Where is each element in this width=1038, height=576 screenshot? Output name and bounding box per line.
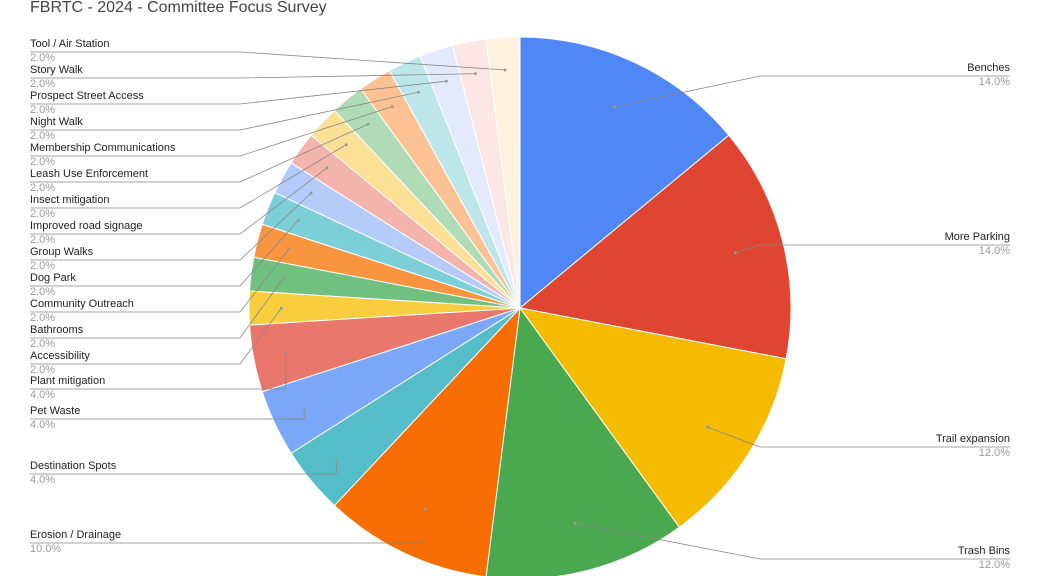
slice-label: Group Walks <box>30 246 94 258</box>
leader-dot <box>281 276 285 280</box>
slice-value-label: 2.0% <box>30 260 55 272</box>
slice-label: Membership Communications <box>30 142 176 154</box>
leader-line <box>30 123 369 183</box>
slice-value-label: 2.0% <box>30 182 55 194</box>
slice-value-label: 2.0% <box>30 104 55 116</box>
pie-slice <box>519 36 730 310</box>
slice-label: Tool / Air Station <box>30 38 110 50</box>
slice-value-label: 4.0% <box>30 389 55 401</box>
leader-line <box>30 509 426 544</box>
slice-label: Trail expansion <box>936 433 1010 445</box>
leader-line <box>30 73 476 79</box>
leader-line <box>30 167 328 235</box>
slice-value-label: 2.0% <box>30 156 55 168</box>
slice-value-label: 2.0% <box>30 286 55 298</box>
slice-label: Bathrooms <box>30 324 84 336</box>
leader-line <box>30 219 299 287</box>
slice-value-label: 2.0% <box>30 364 55 376</box>
leader-dot <box>706 425 710 429</box>
slice-label: Erosion / Drainage <box>30 529 121 541</box>
slice-value-label: 2.0% <box>30 338 55 350</box>
slice-value-label: 2.0% <box>30 312 55 324</box>
slice-label: Accessibility <box>30 350 90 362</box>
pie-slice <box>485 36 521 309</box>
leader-dot <box>302 408 306 412</box>
leader-line <box>707 426 1010 448</box>
slice-value-label: 14.0% <box>979 245 1010 257</box>
leaders <box>30 51 1010 560</box>
pie-slice <box>333 306 521 576</box>
slice-value-label: 2.0% <box>30 78 55 90</box>
pie-slice <box>518 134 792 360</box>
leader-dot <box>444 79 448 83</box>
leader-dot <box>344 143 348 147</box>
leader-dot <box>416 90 420 94</box>
chart-title: FBRTC - 2024 - Committee Focus Survey <box>30 0 327 16</box>
leader-dot <box>280 306 284 310</box>
slice-label: Community Outreach <box>30 298 134 310</box>
leader-line <box>30 91 419 131</box>
slice-label: Pet Waste <box>30 405 80 417</box>
leader-dot <box>573 521 577 525</box>
leader-line <box>735 244 1010 254</box>
slice-label: Insect mitigation <box>30 194 109 206</box>
leader-line <box>30 80 447 105</box>
leader-dot <box>390 105 394 109</box>
leader-line <box>30 51 506 71</box>
leader-dot <box>503 68 507 72</box>
slice-label: Dog Park <box>30 272 76 284</box>
slice-label: Trash Bins <box>958 545 1011 557</box>
slice-label: Improved road signage <box>30 220 143 232</box>
slice-label: More Parking <box>945 231 1010 243</box>
slice-label: Leash Use Enforcement <box>30 168 148 180</box>
leader-dot <box>423 507 427 511</box>
leader-dot <box>309 191 313 195</box>
slice-label: Prospect Street Access <box>30 90 144 102</box>
slice-label: Benches <box>967 62 1010 74</box>
leader-line <box>30 106 393 157</box>
leader-line <box>30 144 347 209</box>
leader-dot <box>366 122 370 126</box>
slice-value-label: 14.0% <box>979 76 1010 88</box>
leader-dot <box>287 247 291 251</box>
slice-label: Plant mitigation <box>30 375 105 387</box>
slice-value-label: 4.0% <box>30 419 55 431</box>
slice-value-label: 2.0% <box>30 234 55 246</box>
leader-dot <box>284 351 288 355</box>
slice-value-label: 2.0% <box>30 52 55 64</box>
slice-value-label: 2.0% <box>30 208 55 220</box>
slice-value-label: 10.0% <box>30 543 61 555</box>
leader-dot <box>334 458 338 462</box>
leader-line <box>30 409 305 420</box>
leader-dot <box>733 251 737 255</box>
pie-slice <box>485 306 680 576</box>
leader-line <box>30 248 290 313</box>
slice-value-label: 4.0% <box>30 474 55 486</box>
leader-line <box>30 460 337 475</box>
leader-line <box>575 522 1010 560</box>
leader-line <box>30 192 312 261</box>
leader-line <box>614 75 1010 108</box>
leader-dot <box>613 105 617 109</box>
slices <box>248 36 792 576</box>
pie-slice <box>518 307 787 528</box>
leader-dot <box>325 166 329 170</box>
slice-value-label: 2.0% <box>30 130 55 142</box>
leader-dot <box>296 218 300 222</box>
slice-value-label: 12.0% <box>979 559 1010 571</box>
slice-label: Night Walk <box>30 116 83 128</box>
slice-label: Destination Spots <box>30 460 117 472</box>
slice-label: Story Walk <box>30 64 83 76</box>
leader-line <box>30 352 287 390</box>
leader-line <box>30 277 284 339</box>
leader-line <box>30 307 282 365</box>
leader-dot <box>473 72 477 76</box>
slice-value-label: 12.0% <box>979 447 1010 459</box>
